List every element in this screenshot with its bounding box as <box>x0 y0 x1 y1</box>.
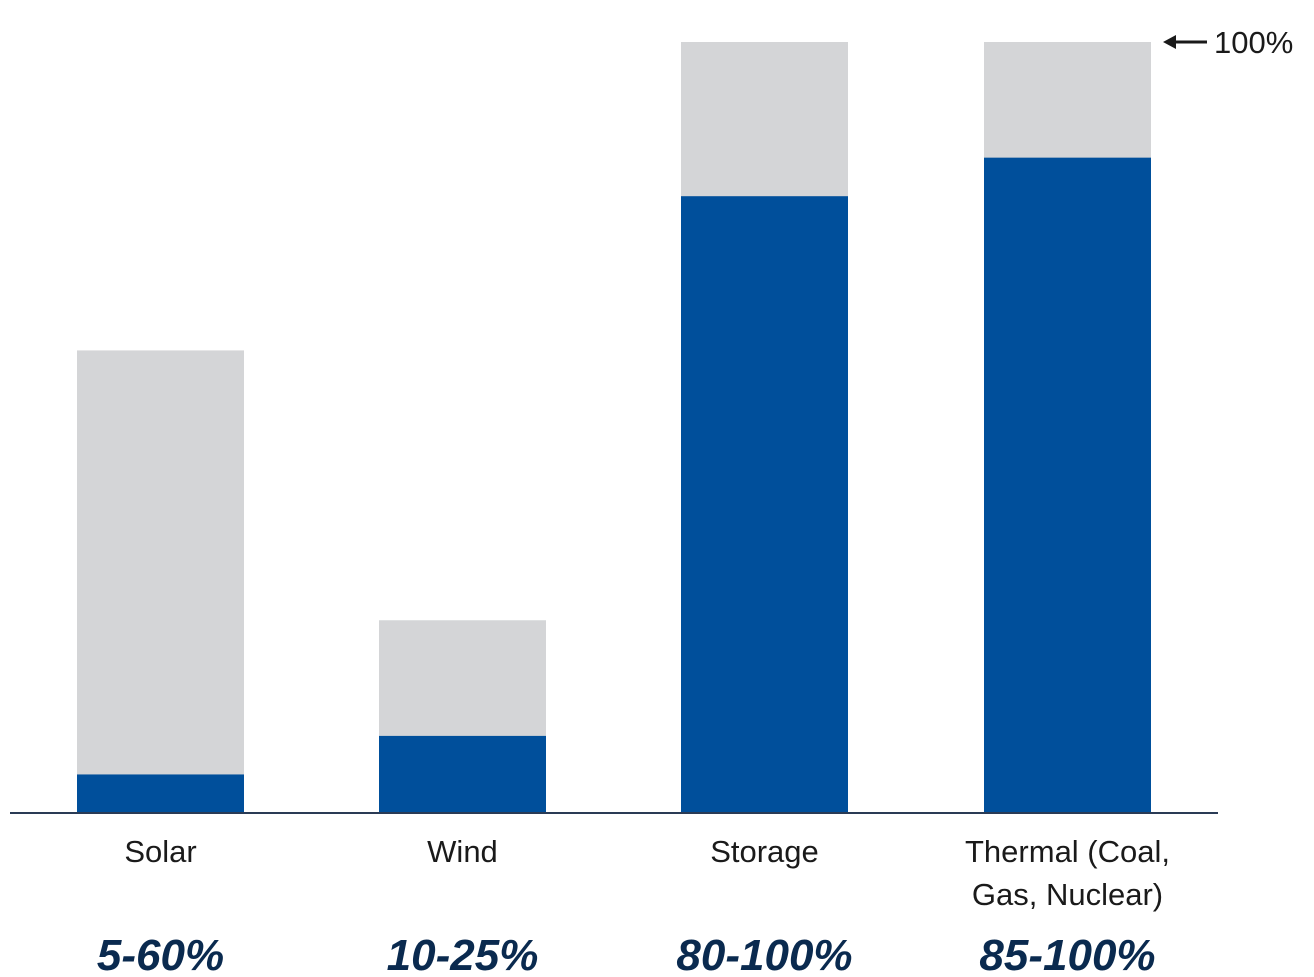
range-labels: 5-60% 10-25% 80-100% 85-100% <box>97 931 1156 977</box>
bar-range-low-storage <box>681 196 848 813</box>
range-label-storage: 80-100% <box>676 931 852 977</box>
bar-range-low-solar <box>77 774 244 813</box>
category-label-solar: Solar <box>124 834 196 869</box>
range-label-wind: 10-25% <box>387 931 539 977</box>
category-label-wind: Wind <box>427 834 498 869</box>
bar-range-low-wind <box>379 735 546 813</box>
category-label-line: Wind <box>427 834 498 869</box>
bars-group <box>77 42 1151 813</box>
category-labels: Solar Wind Storage Thermal (Coal, Gas, Nucle… <box>124 834 1170 912</box>
arrow-left-icon <box>1163 35 1176 49</box>
range-label-thermal: 85-100% <box>979 931 1155 977</box>
reference-marker-label: 100% <box>1214 25 1293 60</box>
category-label-line: Thermal (Coal, <box>965 834 1170 869</box>
category-label-line: Solar <box>124 834 196 869</box>
category-label-thermal: Thermal (Coal, Gas, Nuclear) <box>965 834 1170 912</box>
range-label-solar: 5-60% <box>97 931 224 977</box>
reference-marker: 100% <box>1163 25 1293 60</box>
category-label-line: Gas, Nuclear) <box>972 877 1163 912</box>
category-label-storage: Storage <box>710 834 819 869</box>
bar-range-high-solar <box>77 350 244 813</box>
category-label-line: Storage <box>710 834 819 869</box>
bar-range-low-thermal <box>984 157 1151 813</box>
